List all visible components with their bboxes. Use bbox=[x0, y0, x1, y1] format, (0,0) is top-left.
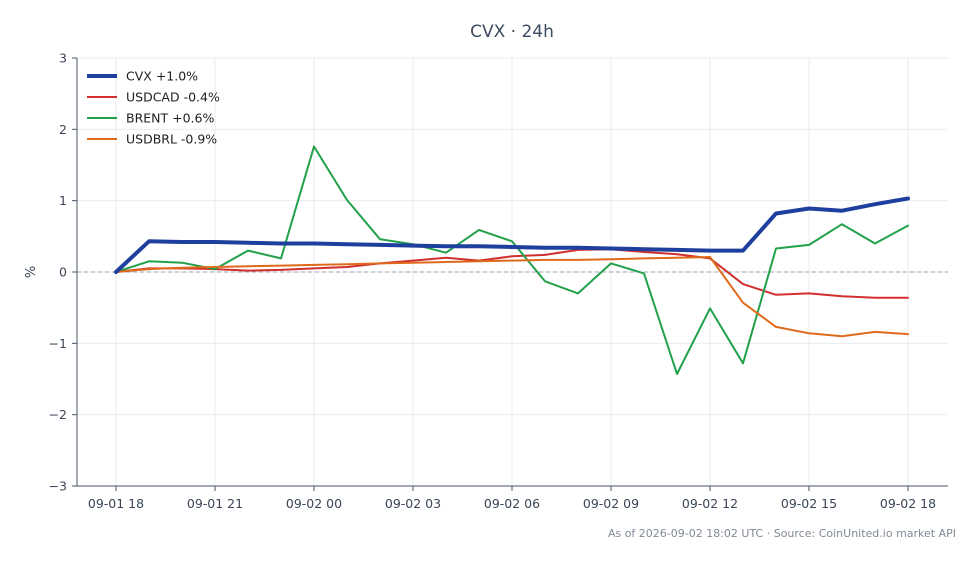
legend-label-brent: BRENT +0.6% bbox=[126, 111, 214, 126]
legend-label-usdbrl: USDBRL -0.9% bbox=[126, 132, 217, 147]
y-tick-label: 2 bbox=[59, 122, 67, 137]
source-footer: As of 2026-09-02 18:02 UTC · Source: Coi… bbox=[608, 527, 956, 540]
series-line-cvx bbox=[114, 196, 910, 274]
chart-title: CVX · 24h bbox=[470, 22, 554, 42]
x-tick-label: 09-02 12 bbox=[682, 496, 738, 511]
legend: CVX +1.0% USDCAD -0.4% BRENT +0.6% USDBRL -… bbox=[87, 69, 220, 147]
legend-label-cvx: CVX +1.0% bbox=[126, 69, 198, 84]
y-tick-labels: 3 2 1 0 −1 −2 −3 bbox=[49, 51, 67, 494]
y-tick-label: 3 bbox=[59, 51, 67, 66]
series-line-brent bbox=[115, 145, 909, 375]
series-line-usdcad bbox=[115, 248, 909, 299]
y-axis-label: % bbox=[24, 266, 39, 278]
x-tick-label: 09-02 18 bbox=[880, 496, 936, 511]
y-tick-label: −2 bbox=[49, 407, 67, 422]
y-tick-label: −3 bbox=[49, 479, 67, 494]
x-tick-label: 09-02 03 bbox=[385, 496, 441, 511]
x-tick-label: 09-02 09 bbox=[583, 496, 639, 511]
y-tick-label: 1 bbox=[59, 193, 67, 208]
y-tick-label: −1 bbox=[49, 336, 67, 351]
x-tick-label: 09-02 15 bbox=[781, 496, 837, 511]
axes bbox=[72, 57, 948, 491]
x-tick-labels: 09-01 18 09-01 21 09-02 00 09-02 03 09-02 06… bbox=[88, 496, 936, 511]
series-lines bbox=[114, 145, 910, 375]
series-line-usdbrl bbox=[115, 256, 909, 338]
x-tick-label: 09-02 06 bbox=[484, 496, 540, 511]
x-tick-label: 09-01 18 bbox=[88, 496, 144, 511]
x-tick-label: 09-01 21 bbox=[187, 496, 243, 511]
y-tick-label: 0 bbox=[59, 265, 67, 280]
legend-label-usdcad: USDCAD -0.4% bbox=[126, 90, 220, 105]
x-tick-label: 09-02 00 bbox=[286, 496, 342, 511]
